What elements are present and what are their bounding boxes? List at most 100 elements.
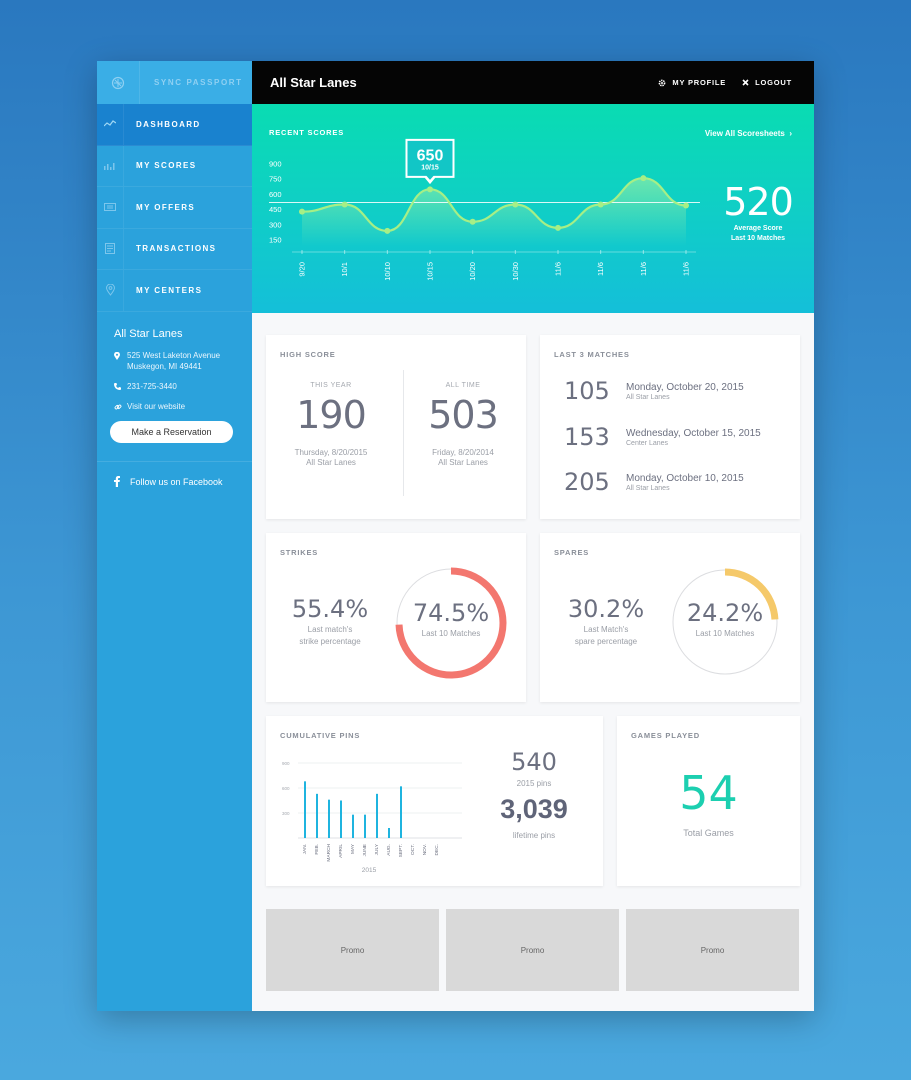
tooltip-date: 10/15 <box>421 164 439 171</box>
gear-icon <box>658 79 666 87</box>
sidebar-item-dashboard[interactable]: DASHBOARD <box>97 104 252 146</box>
bar-chart-icon <box>97 145 124 186</box>
y-tick-label: 750 <box>269 175 282 184</box>
this-year-date: Thursday, 8/20/2015 <box>294 448 368 457</box>
facebook-link[interactable]: Follow us on Facebook <box>97 460 252 489</box>
promo-banner[interactable]: Promo <box>446 909 619 991</box>
view-all-scoresheets-link[interactable]: View All Scoresheets › <box>705 129 792 138</box>
bar-y-tick-label: 900 <box>282 761 290 766</box>
list-item[interactable]: 105 Monday, October 20, 2015 All Star La… <box>564 377 744 405</box>
sidebar-item-my-centers[interactable]: MY CENTERS <box>97 270 252 312</box>
bar[interactable] <box>364 814 366 838</box>
x-tick-label: 9/20 <box>298 262 307 277</box>
x-tick-label: 10/30 <box>511 262 520 281</box>
receipt-icon <box>97 228 124 269</box>
data-point[interactable] <box>683 202 689 209</box>
promo-banner[interactable]: Promo <box>626 909 799 991</box>
spares-last-label: Last Match's <box>583 625 629 634</box>
bar[interactable] <box>352 814 354 838</box>
score-area <box>302 178 686 246</box>
top-bar: All Star Lanes MY PROFILE LOGOUT <box>252 61 814 104</box>
average-score-value: 520 <box>723 180 794 224</box>
data-point[interactable] <box>640 175 647 182</box>
list-item[interactable]: 205 Monday, October 10, 2015 All Star La… <box>564 468 744 496</box>
location-name: All Star Lanes <box>114 327 183 340</box>
average-score-sublabel: Last 10 Matches <box>730 235 786 242</box>
data-point[interactable] <box>341 201 348 208</box>
data-point[interactable] <box>555 224 561 231</box>
data-point[interactable] <box>597 201 604 208</box>
website-link: Visit our website <box>127 401 186 411</box>
facebook-label: Follow us on Facebook <box>130 477 223 487</box>
sidebar-item-my-offers[interactable]: MY OFFERS <box>97 187 252 229</box>
spares-ring-label: Last 10 Matches <box>695 629 755 638</box>
bar[interactable] <box>400 786 402 838</box>
strikes-ring-value: 74.5% <box>412 599 490 627</box>
strikes-last-ten: 74.5% Last 10 Matches <box>393 599 509 639</box>
data-point[interactable] <box>427 186 433 193</box>
promo-banner[interactable]: Promo <box>266 909 439 991</box>
sidebar-item-label: MY SCORES <box>136 161 197 171</box>
match-date: Monday, October 20, 2015 <box>626 381 744 393</box>
cumulative-pins-title: CUMULATIVE PINS <box>280 731 361 740</box>
bar-x-axis-title: 2015 <box>362 867 377 874</box>
data-point[interactable] <box>512 201 519 208</box>
make-reservation-button[interactable]: Make a Reservation <box>110 420 233 443</box>
bar[interactable] <box>376 793 378 838</box>
sidebar-item-label: MY CENTERS <box>136 285 203 295</box>
strikes-last-label: Last match's <box>307 625 353 634</box>
recent-scores-panel: RECENT SCORES View All Scoresheets › 900… <box>252 104 814 313</box>
my-profile-link[interactable]: MY PROFILE <box>658 78 726 87</box>
last-matches-title: LAST 3 MATCHES <box>554 350 630 359</box>
location-phone[interactable]: 231-725-3440 <box>114 381 238 392</box>
year-pins-value: 540 <box>511 748 557 776</box>
bar-x-label: OCT. <box>410 844 416 855</box>
bar-x-label: JUNE <box>362 844 368 857</box>
sidebar-item-label: DASHBOARD <box>136 119 201 129</box>
all-time-date: Friday, 8/20/2014 <box>432 448 494 457</box>
sidebar-item-label: MY OFFERS <box>136 202 196 212</box>
spares-ring-value: 24.2% <box>686 599 764 627</box>
recent-scores-chart: 900 750 600 450 300 150 9/20 10/1 10/10 10/15 10/… <box>269 138 700 281</box>
match-score: 205 <box>564 468 610 496</box>
cumulative-pins-card: CUMULATIVE PINS 900 600 300 JAN. FEB. MARCH A… <box>266 716 603 886</box>
bar-x-label: FEB. <box>314 844 320 855</box>
phone-icon <box>114 381 127 392</box>
y-tick-label: 900 <box>269 160 282 169</box>
bar[interactable] <box>316 793 318 838</box>
logout-link[interactable]: LOGOUT <box>742 78 792 87</box>
bar[interactable] <box>328 799 330 838</box>
high-score-card: HIGH SCORE THIS YEAR 190 Thursday, 8/20/… <box>266 335 526 519</box>
bar[interactable] <box>304 781 306 838</box>
ticket-icon <box>97 187 124 228</box>
bar[interactable] <box>340 800 342 839</box>
lifetime-pins-value: 3,039 <box>500 794 568 824</box>
brand-logo-icon[interactable] <box>97 61 140 104</box>
strikes-last-match: 55.4% Last match's strike percentage <box>280 595 380 647</box>
all-time-value: 503 <box>428 393 499 437</box>
sidebar-item-my-scores[interactable]: MY SCORES <box>97 145 252 187</box>
sidebar-item-transactions[interactable]: TRANSACTIONS <box>97 228 252 270</box>
spares-ring-arc <box>724 568 779 620</box>
list-item[interactable]: 153 Wednesday, October 15, 2015 Center L… <box>564 423 761 451</box>
bar[interactable] <box>388 828 390 838</box>
last-matches-card: LAST 3 MATCHES 105 Monday, October 20, 2… <box>540 335 800 519</box>
location-website[interactable]: Visit our website <box>114 401 238 412</box>
data-point[interactable] <box>299 208 305 215</box>
tooltip-value: 650 <box>417 147 444 164</box>
lifetime-pins-label: lifetime pins <box>512 831 556 840</box>
view-all-label: View All Scoresheets <box>704 129 785 138</box>
brand-name: SYNC PASSPORT <box>154 78 243 87</box>
all-time-label: ALL TIME <box>445 382 481 389</box>
address-line1: 525 West Laketon Avenue <box>127 350 221 360</box>
bar-x-label: JAN. <box>302 844 308 854</box>
x-tick-label: 10/1 <box>340 262 349 277</box>
x-tick-label: 10/20 <box>468 262 477 281</box>
match-date: Wednesday, October 15, 2015 <box>626 427 761 439</box>
data-point[interactable] <box>469 218 476 225</box>
x-tick-label: 11/6 <box>639 262 648 276</box>
data-point[interactable] <box>384 227 391 234</box>
address-line2: Muskegon, MI 49441 <box>127 361 202 371</box>
spares-ring <box>672 568 779 675</box>
x-tick-label: 10/15 <box>426 262 435 281</box>
